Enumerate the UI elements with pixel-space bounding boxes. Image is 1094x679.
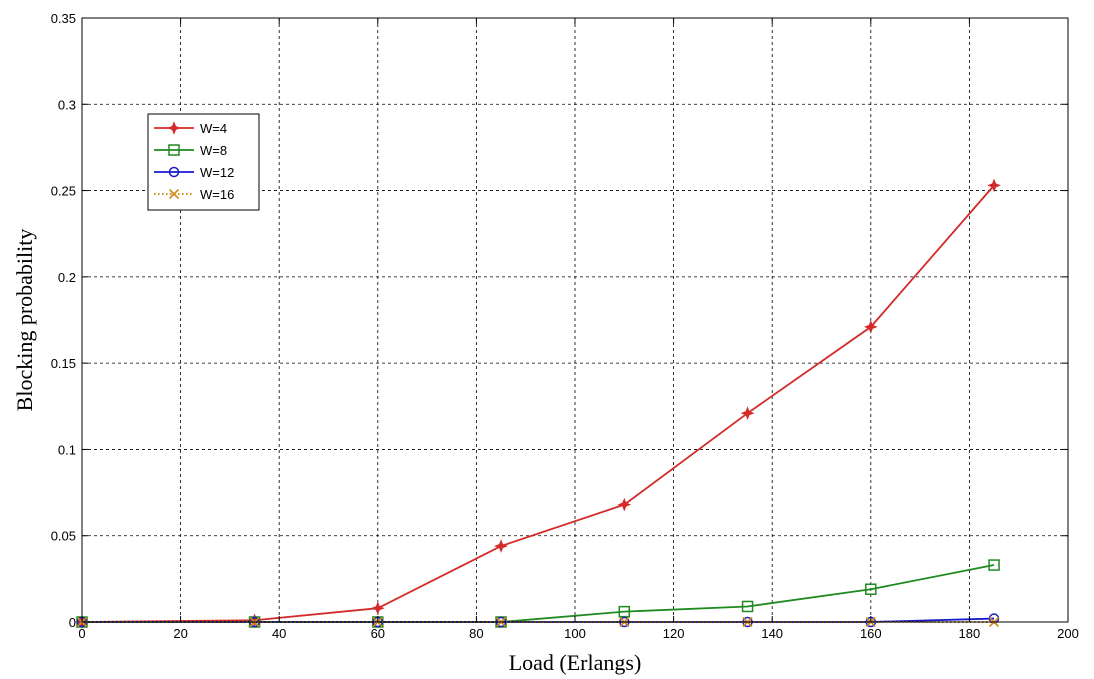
legend-label: W=16 [200,187,234,202]
x-tick-label: 160 [860,626,882,641]
x-tick-label: 140 [761,626,783,641]
data-point [865,583,877,595]
data-point [370,601,385,616]
y-tick-label: 0.1 [58,442,76,457]
legend: W=4 W=8 W=12 W=16 [147,113,260,211]
legend-marker [167,121,181,135]
legend-marker [168,166,180,178]
legend-item: W=4 [154,121,227,136]
data-point [618,605,631,618]
x-tick-label: 200 [1057,626,1079,641]
y-axis-label: Blocking probability [12,229,37,412]
y-tick-label: 0.2 [58,270,76,285]
x-tick-label: 80 [469,626,483,641]
y-tick-label: 0.25 [51,184,76,199]
y-tick-label: 0 [69,615,76,630]
data-point [863,320,878,334]
legend-label: W=8 [200,143,227,158]
data-point [741,600,754,613]
series-line [81,184,995,623]
series-line [82,564,995,623]
x-tick-label: 100 [564,626,586,641]
y-tick-label: 0.3 [58,97,76,112]
legend-marker [168,188,180,200]
series-w-8 [76,559,1000,628]
x-tick-label: 180 [959,626,981,641]
legend-label: W=4 [200,121,227,136]
legend-marker [168,144,180,156]
data-point [740,406,755,421]
x-tick-label: 20 [173,626,187,641]
grid-lines [82,18,1068,622]
data-point [988,559,1000,571]
x-axis-label: Load (Erlangs) [509,650,642,675]
legend-item: W=16 [154,187,234,202]
series-w-4 [75,178,1001,629]
legend-item: W=12 [154,165,234,180]
x-tick-label: 120 [663,626,685,641]
y-tick-label: 0.05 [51,529,76,544]
x-tick-label: 60 [371,626,385,641]
legend-label: W=12 [200,165,234,180]
y-tick-label: 0.15 [51,356,76,371]
y-tick-label: 0.35 [51,11,76,26]
axis-ticks: 0 20 40 60 80 100 120 140 160 180 200 0 0.05 0.1 0.15 0… [51,11,1079,641]
x-tick-label: 40 [272,626,286,641]
legend-item: W=8 [154,143,227,158]
data-point [494,539,508,553]
series-layer [75,178,1001,629]
x-tick-label: 0 [78,626,85,641]
data-point [617,497,632,512]
data-point [987,178,1001,193]
